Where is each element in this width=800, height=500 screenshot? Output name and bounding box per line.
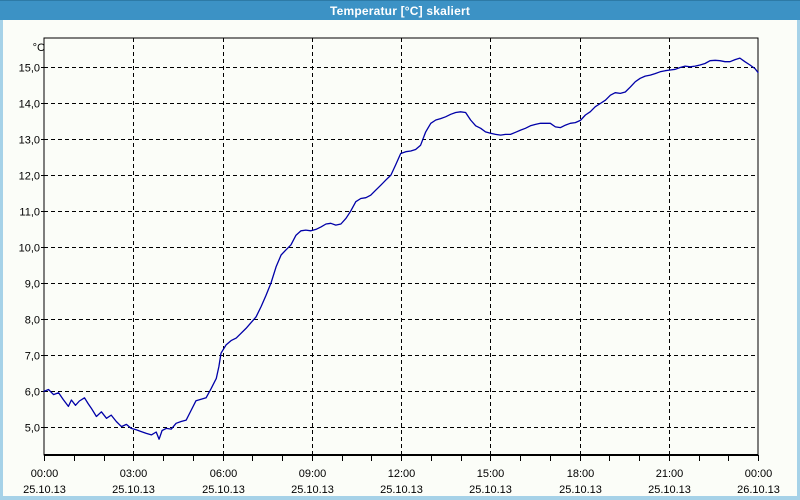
y-tick-label: 6,0 [25,387,40,399]
x-tick-time-label: 18:00 [567,468,595,480]
window-frame-right [797,20,800,500]
x-tick-date-label: 25.10.13 [291,484,334,496]
window-title: Temperatur [°C] skaliert [329,3,471,18]
x-tick-time-label: 09:00 [299,468,327,480]
y-tick-label: 13,0 [19,135,40,147]
x-tick-date-label: 25.10.13 [559,484,602,496]
x-tick-time-label: 00:00 [31,468,59,480]
x-tick-date-label: 25.10.13 [112,484,155,496]
y-tick-label: 12,0 [19,171,40,183]
y-tick-label: 10,0 [19,243,40,255]
x-tick-date-label: 26.10.13 [737,484,780,496]
x-tick-time-label: 00:00 [745,468,773,480]
window-titlebar[interactable]: Temperatur [°C] skaliert [0,0,800,20]
x-tick-date-label: 25.10.13 [469,484,512,496]
x-tick-date-label: 25.10.13 [202,484,245,496]
x-tick-time-label: 03:00 [120,468,148,480]
y-tick-label: 7,0 [25,351,40,363]
x-tick-date-label: 25.10.13 [648,484,691,496]
y-tick-label: 9,0 [25,279,40,291]
y-tick-label: 5,0 [25,423,40,435]
y-tick-label: 8,0 [25,315,40,327]
window-frame-bottom [0,496,800,500]
y-tick-label: 14,0 [19,99,40,111]
plot-frame [43,37,759,456]
x-tick-date-label: 25.10.13 [380,484,423,496]
x-tick-time-label: 12:00 [388,468,416,480]
temperature-line [43,57,759,440]
y-axis-unit-label: °C [33,42,45,54]
y-tick-label: 11,0 [19,207,40,219]
window-frame-left [0,20,3,500]
x-tick-time-label: 15:00 [477,468,505,480]
x-tick-date-label: 25.10.13 [23,484,66,496]
y-tick-label: 15,0 [19,63,40,75]
x-tick-time-label: 06:00 [210,468,238,480]
x-tick-time-label: 21:00 [656,468,684,480]
